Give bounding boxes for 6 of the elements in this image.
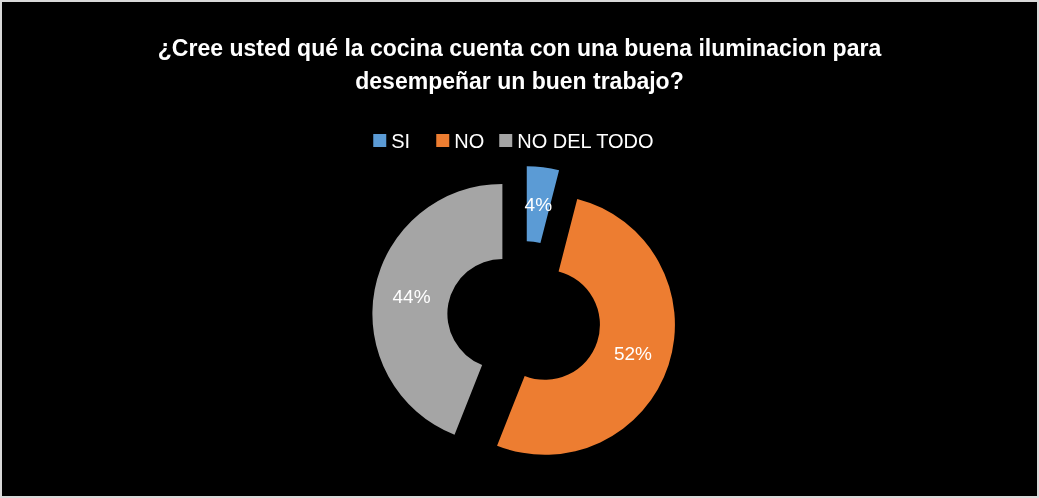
data-label: 44% [392, 286, 431, 308]
legend-label: NO DEL TODO [517, 130, 654, 152]
legend-label: NO [454, 130, 485, 152]
legend-label: SI [391, 130, 411, 152]
chart-title: ¿Cree usted qué la cocina cuenta con una buena iluminacion para desempeñar un buen trabajo? [157, 35, 882, 95]
data-label: 52% [613, 343, 653, 365]
